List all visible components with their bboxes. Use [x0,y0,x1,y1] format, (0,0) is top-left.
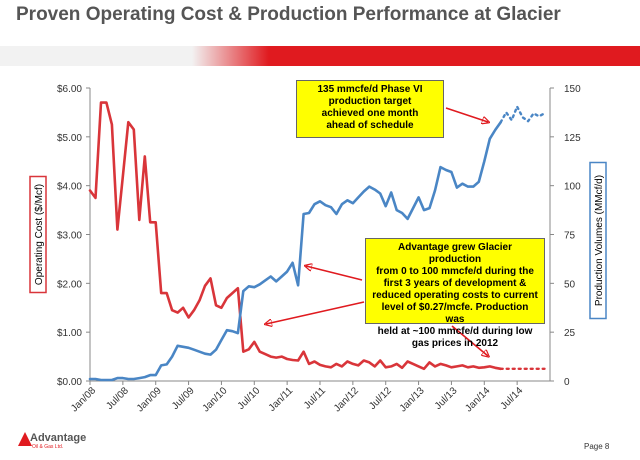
y-left-tick-label: $0.00 [57,377,82,388]
arrow-to-phase-vi [445,107,488,122]
y-right-axis-title: Production Volumes (MMcf/d) [594,175,605,306]
y-left-tick-label: $3.00 [57,231,82,242]
series-layer [88,101,546,382]
y-left-tick-label: $5.00 [57,133,82,144]
title-band [0,46,640,66]
y-left-tick-label: $2.00 [57,279,82,290]
page-title: Proven Operating Cost & Production Perfo… [16,4,561,25]
y-right-tick-label: 100 [564,182,581,193]
logo-mark-icon [18,432,32,446]
operating-cost-line [88,101,502,371]
y-right-tick-label: 50 [564,279,576,290]
production-forecast-line [499,105,546,124]
y-left-title-box [29,175,47,294]
y-right-tick-label: 125 [564,133,581,144]
x-tick-label: Jul/11 [302,385,328,411]
annotation-arrows [266,107,488,356]
x-tick-label: Jan/13 [398,385,427,414]
x-tick-label: Jan/09 [135,385,164,414]
arrow-to-cost-drop [266,301,365,324]
y-left-tick-label: $6.00 [57,84,82,95]
x-tick-label: Jul/10 [236,385,263,412]
logo-subtext: Oil & Gas Ltd. [32,444,64,450]
y-right-tick-label: 75 [564,231,576,242]
y-left-tick-label: $1.00 [57,328,82,339]
y-right-tick-label: 25 [564,328,576,339]
y-right-title-box [589,161,607,320]
growth-callout: Advantage grew Glacier production from 0… [365,238,545,349]
x-tick-label: Jan/11 [267,385,296,414]
logo-text: Advantage [30,432,87,444]
y-right-tick-label: 150 [564,84,581,95]
x-tick-label: Jul/13 [433,385,460,412]
arrow-to-current-cost [451,325,488,356]
x-tick-label: Jul/09 [170,385,197,412]
y-left-axis-title: Operating Cost ($/Mcf) [34,184,45,285]
x-tick-label: Jan/10 [201,385,230,414]
x-tick-label: Jan/08 [69,385,98,414]
y-left-tick-label: $4.00 [57,182,82,193]
production-volume-line [88,120,502,382]
phase-vi-callout: 135 mmcfe/d Phase VI production target a… [296,80,444,138]
x-tick-label: Jul/14 [499,385,526,412]
x-tick-label: Jan/12 [332,385,361,414]
y-right-tick-label: 0 [564,377,570,388]
x-tick-label: Jul/12 [367,385,394,412]
arrow-to-production-rise [306,266,363,281]
x-tick-label: Jul/08 [104,385,131,412]
page-number: Page 8 [584,442,610,451]
x-tick-label: Jan/14 [463,385,492,414]
company-logo: Advantage Oil & Gas Ltd. [18,432,98,458]
